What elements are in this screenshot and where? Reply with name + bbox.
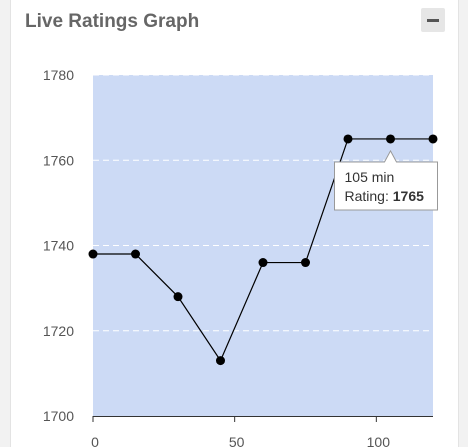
data-point[interactable] (386, 134, 395, 144)
x-tick-label: 0 (91, 434, 99, 447)
panel-header: Live Ratings Graph (11, 0, 458, 44)
panel-title: Live Ratings Graph (25, 11, 200, 32)
data-point[interactable] (216, 356, 225, 366)
data-point[interactable] (88, 249, 98, 259)
data-point[interactable] (428, 134, 438, 144)
data-point[interactable] (343, 134, 353, 144)
data-point[interactable] (131, 249, 140, 259)
tooltip-x-text: 105 min (345, 169, 395, 185)
y-tick-label: 1760 (43, 152, 74, 168)
tooltip-box (334, 149, 438, 211)
minus-icon (427, 19, 439, 22)
data-point[interactable] (173, 292, 183, 302)
y-tick-label: 1720 (43, 323, 74, 339)
tooltip-rating-text: Rating: 1765 (345, 188, 425, 204)
tooltip-rating-value: 1765 (393, 188, 424, 204)
y-tick-label: 1740 (43, 238, 74, 254)
y-tick-label: 1780 (43, 67, 74, 83)
tooltip-rating-label: Rating: (345, 188, 393, 204)
collapse-button[interactable] (421, 8, 445, 32)
data-point[interactable] (258, 258, 268, 268)
data-point[interactable] (301, 258, 310, 268)
x-tick-label: 100 (367, 434, 391, 447)
x-tick-label: 50 (229, 434, 245, 447)
y-tick-label: 1700 (43, 408, 74, 424)
